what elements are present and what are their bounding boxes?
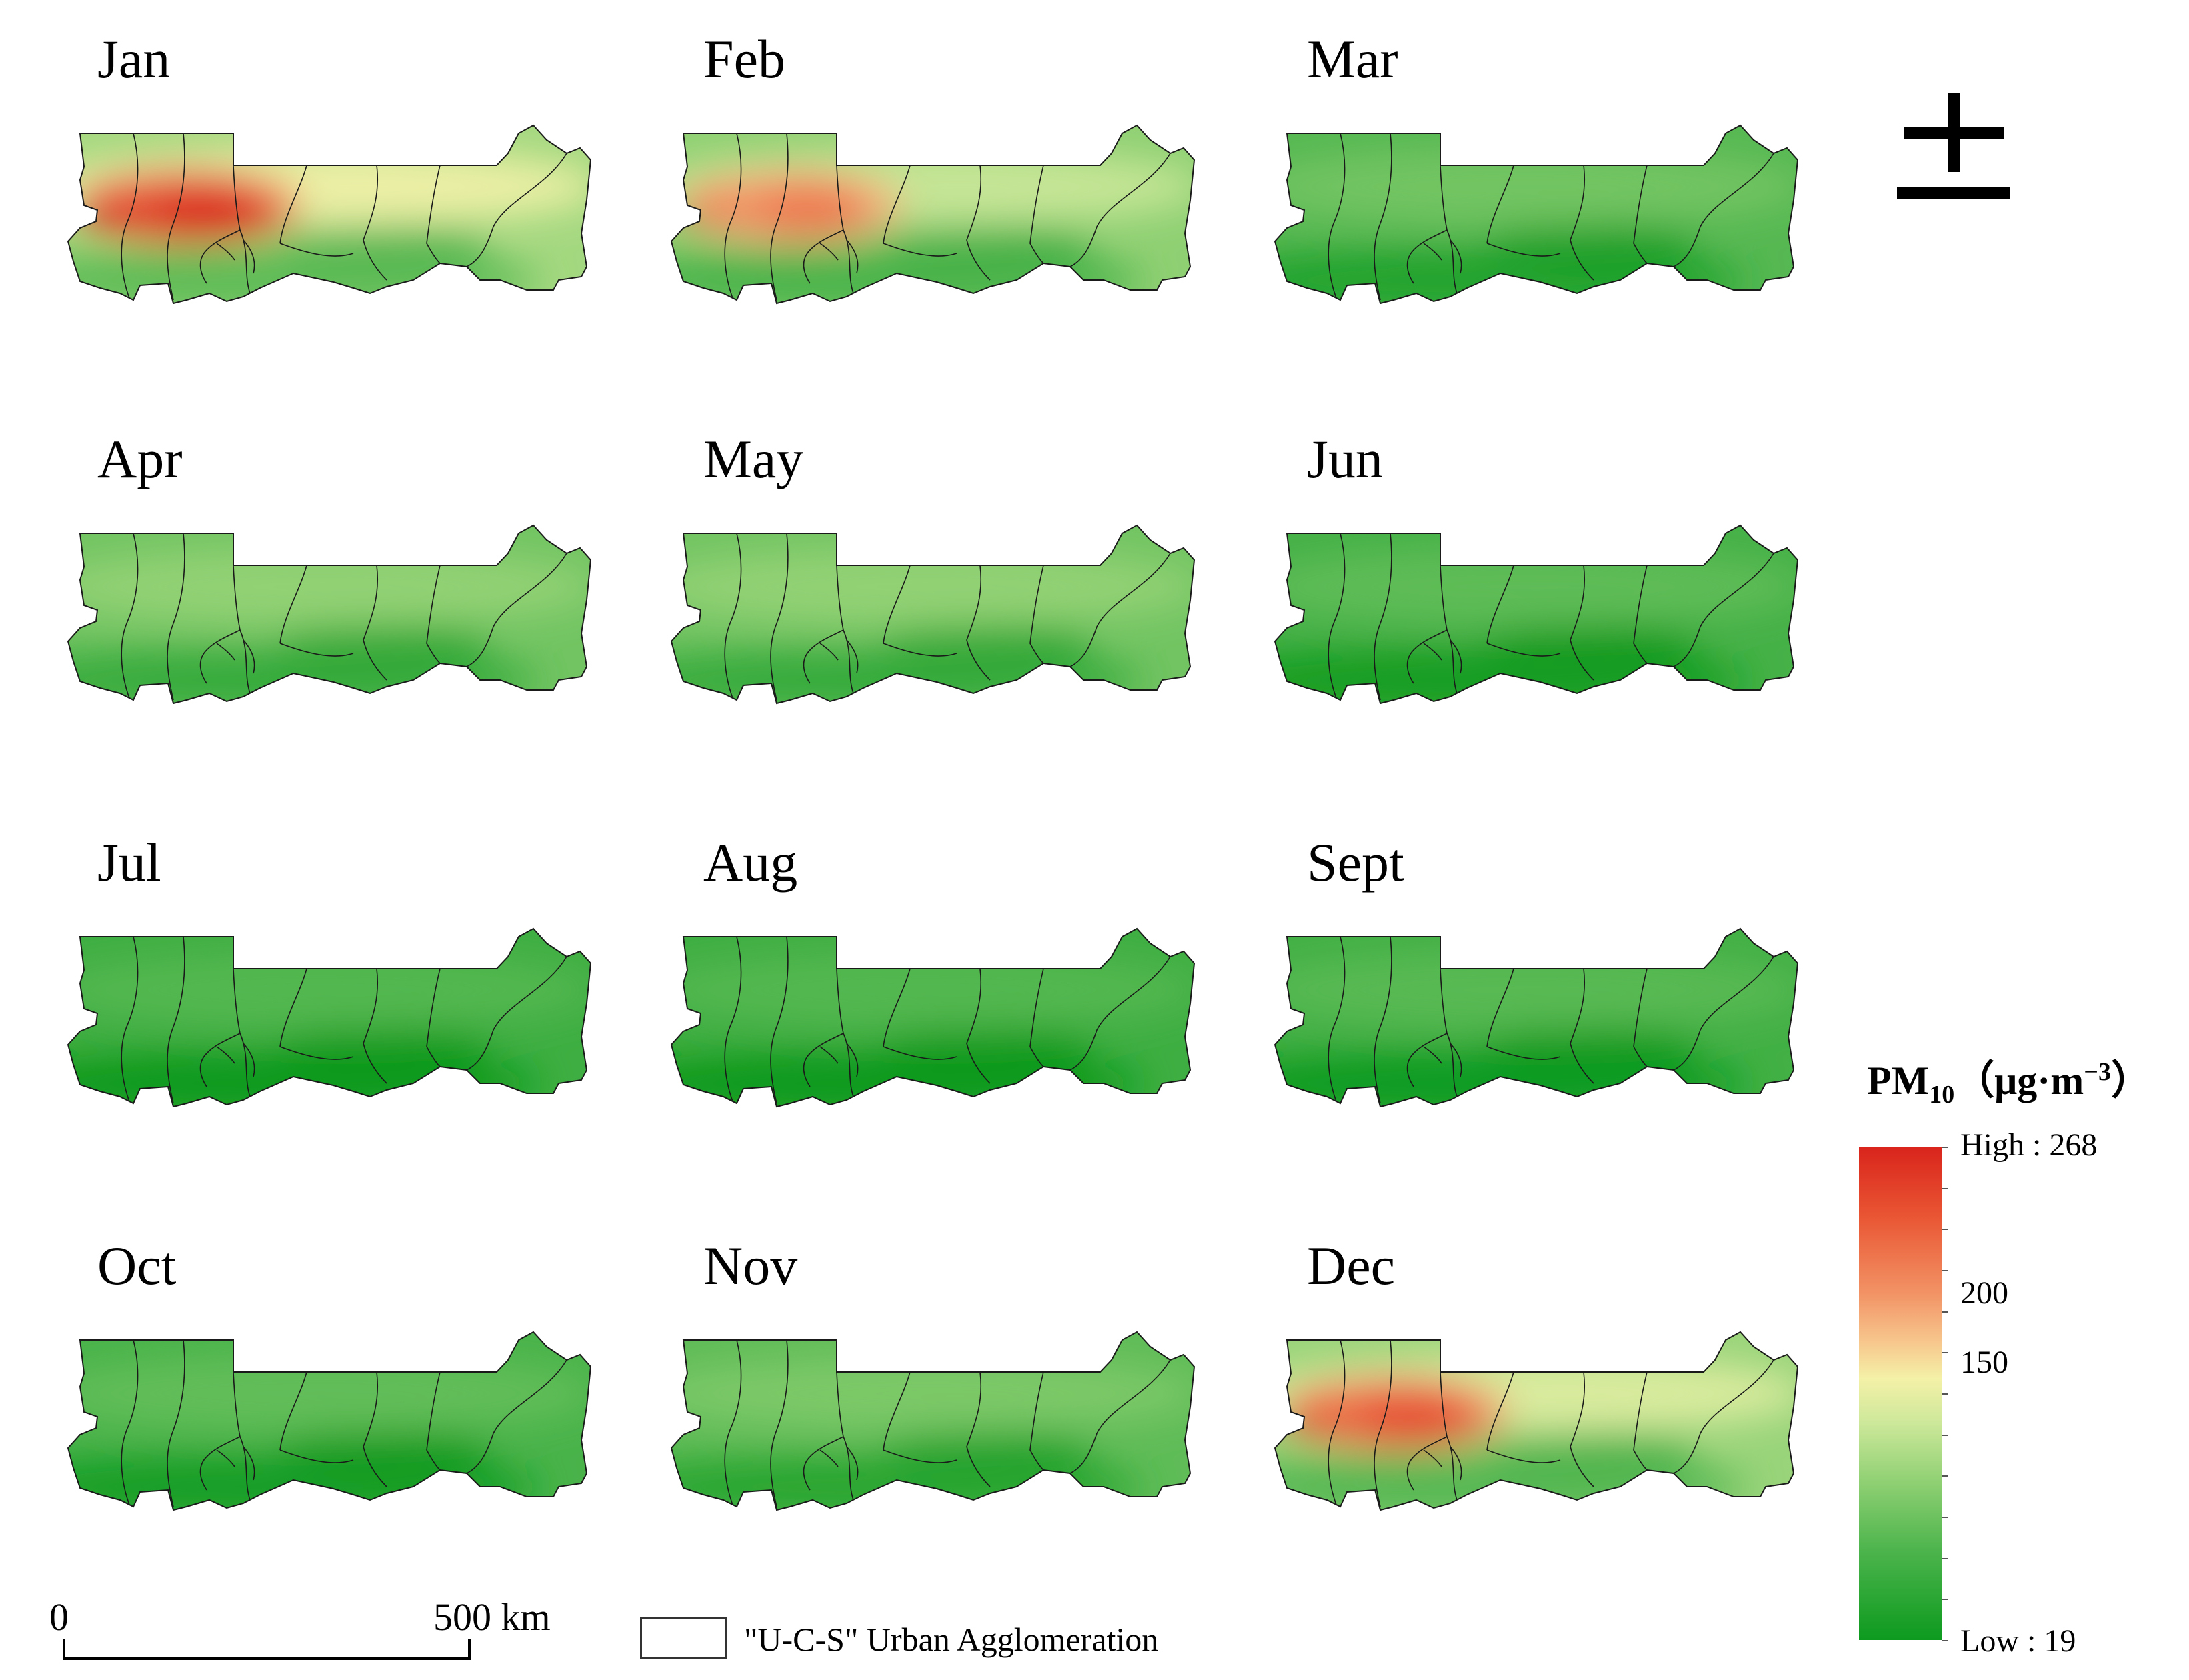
legend-tick bbox=[1942, 1475, 1948, 1477]
scale-start-label: 0 bbox=[49, 1595, 69, 1639]
boundary-legend-label: "U-C-S" Urban Agglomeration bbox=[744, 1621, 1159, 1658]
legend-mid-label: 200 bbox=[1960, 1275, 2008, 1311]
pm10-map bbox=[1274, 124, 1799, 305]
pm10-map bbox=[67, 124, 592, 305]
month-label: Mar bbox=[1307, 29, 1398, 89]
scale-end-label: 500 km bbox=[433, 1595, 551, 1639]
scale-bar-line bbox=[63, 1639, 471, 1660]
month-label: Jul bbox=[97, 832, 161, 893]
pm10-map bbox=[1274, 927, 1799, 1108]
legend-mid-label: 150 bbox=[1960, 1344, 2008, 1380]
legend-tick bbox=[1942, 1229, 1948, 1231]
month-label: Nov bbox=[703, 1235, 798, 1296]
boundary-legend-swatch bbox=[640, 1617, 727, 1659]
legend-high-label: High : 268 bbox=[1960, 1127, 2098, 1163]
legend-title: PM10（μg·m−3） bbox=[1867, 1058, 2151, 1109]
legend-tick bbox=[1942, 1352, 1948, 1354]
legend-color-ramp bbox=[1859, 1147, 1942, 1640]
map-panel-jun: Jun bbox=[1247, 427, 1820, 800]
legend-tick bbox=[1942, 1434, 1948, 1436]
legend-tick bbox=[1942, 1517, 1948, 1518]
map-panel-mar: Mar bbox=[1247, 27, 1820, 400]
map-panel-sept: Sept bbox=[1247, 830, 1820, 1203]
pm10-map bbox=[67, 1331, 592, 1511]
legend-tick bbox=[1942, 1557, 1948, 1559]
map-panel-nov: Nov bbox=[643, 1233, 1217, 1607]
month-label: Dec bbox=[1307, 1235, 1396, 1296]
north-arrow-icon bbox=[1897, 93, 2010, 199]
legend-tick bbox=[1942, 1393, 1948, 1395]
pm10-map bbox=[1274, 524, 1799, 705]
pm10-map bbox=[670, 927, 1196, 1108]
pm10-map bbox=[1274, 1331, 1799, 1511]
map-panel-may: May bbox=[643, 427, 1217, 800]
month-label: Jan bbox=[97, 29, 171, 89]
pm10-map bbox=[67, 524, 592, 705]
scale-bar: 0 500 km bbox=[47, 1595, 593, 1673]
map-panel-apr: Apr bbox=[40, 427, 613, 800]
pm10-map bbox=[670, 1331, 1196, 1511]
month-label: Feb bbox=[703, 29, 785, 89]
map-panel-feb: Feb bbox=[643, 27, 1217, 400]
map-panel-oct: Oct bbox=[40, 1233, 613, 1607]
map-panel-dec: Dec bbox=[1247, 1233, 1820, 1607]
legend-tick bbox=[1942, 1147, 1948, 1148]
legend-tick bbox=[1942, 1311, 1948, 1313]
legend-low-label: Low : 19 bbox=[1960, 1623, 2076, 1659]
map-panel-aug: Aug bbox=[643, 830, 1217, 1203]
map-panel-jul: Jul bbox=[40, 830, 613, 1203]
month-label: Aug bbox=[703, 832, 798, 893]
pm10-map bbox=[670, 124, 1196, 305]
legend-tick bbox=[1942, 1599, 1948, 1601]
month-label: Oct bbox=[97, 1235, 177, 1296]
pm10-map bbox=[670, 524, 1196, 705]
pm10-map bbox=[67, 927, 592, 1108]
month-label: Sept bbox=[1307, 832, 1404, 893]
legend-tick bbox=[1942, 1270, 1948, 1271]
month-label: Jun bbox=[1307, 429, 1383, 489]
month-label: Apr bbox=[97, 429, 183, 489]
legend-tick bbox=[1942, 1640, 1948, 1641]
map-panel-jan: Jan bbox=[40, 27, 613, 400]
legend-tick bbox=[1942, 1187, 1948, 1189]
month-label: May bbox=[703, 429, 804, 489]
